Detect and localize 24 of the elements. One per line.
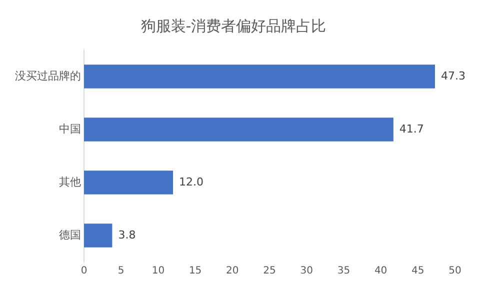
x-tick-label: 0 — [80, 266, 88, 277]
bar — [84, 118, 394, 142]
bar — [84, 170, 174, 194]
x-tick-label: 25 — [263, 266, 276, 277]
data-label: 3.8 — [118, 228, 136, 242]
x-tick-label: 20 — [226, 266, 239, 277]
data-label: 12.0 — [179, 175, 204, 188]
y-tick-label: 中国 — [59, 122, 81, 136]
data-label: 47.3 — [440, 69, 466, 82]
x-tick-label: 15 — [188, 266, 202, 277]
bar — [84, 64, 435, 88]
y-tick-label: 其他 — [59, 175, 81, 188]
y-tick-label: 没买过品牌的 — [15, 69, 81, 82]
chart-title: 狗服装-消费者偏好品牌占比 — [140, 16, 326, 35]
x-tick-label: 5 — [118, 266, 124, 277]
bar — [84, 224, 112, 248]
x-tick-label: 45 — [412, 266, 424, 277]
x-tick-label: 40 — [374, 266, 388, 277]
x-tick-label: 50 — [448, 266, 462, 277]
x-tick-label: 10 — [152, 266, 165, 277]
x-tick-label: 35 — [337, 266, 350, 277]
data-label: 41.7 — [399, 122, 424, 136]
y-tick-label: 德国 — [59, 228, 81, 242]
x-tick-label: 30 — [300, 266, 313, 277]
